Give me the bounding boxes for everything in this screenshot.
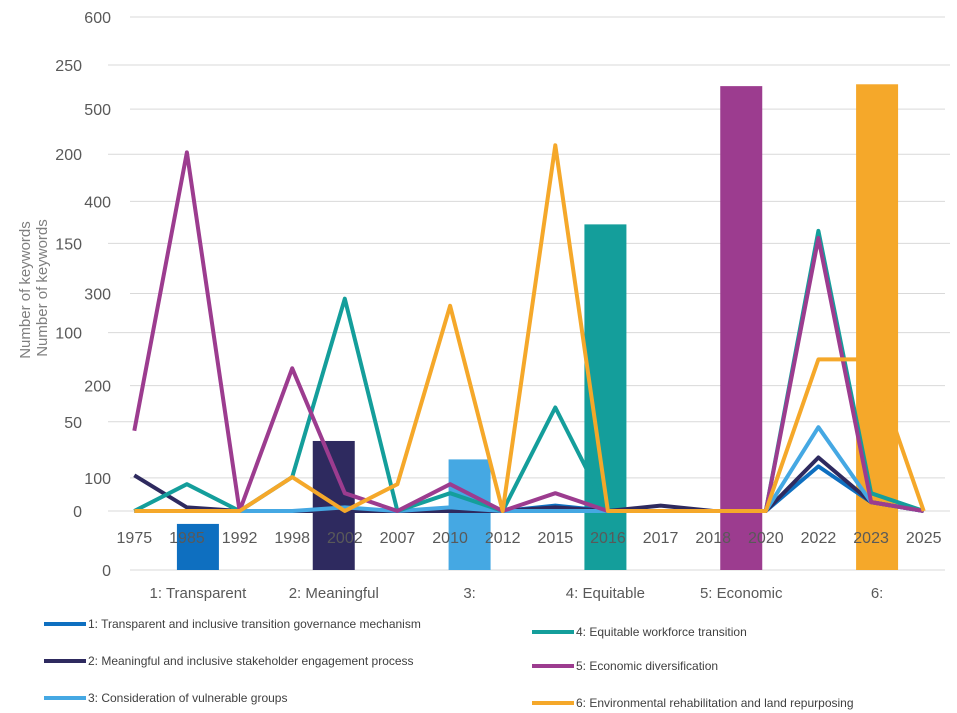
line-y-tick-label: 250 <box>55 58 82 75</box>
bar-5 <box>720 86 763 570</box>
bar-y-tick-label: 500 <box>84 102 111 119</box>
bar-3 <box>448 459 491 570</box>
legend-label-4: 4: Equitable workforce transition <box>576 625 747 639</box>
bar-y-tick-label: 200 <box>84 379 111 396</box>
legend-box <box>32 604 956 712</box>
x-tick-label: 2015 <box>538 530 574 547</box>
legend-label-3: 3: Consideration of vulnerable groups <box>88 691 287 705</box>
line-chart-y-ticks: 0 50 100 150 200 250 <box>55 58 82 521</box>
x-tick-label: 1992 <box>222 530 258 547</box>
line-y-axis-title: Number of keywords <box>34 219 51 357</box>
legend-label-6: 6: Environmental rehabilitation and land… <box>576 696 854 710</box>
bar-y-axis-title: Number of keywords <box>17 221 34 359</box>
line-y-tick-label: 0 <box>73 504 82 521</box>
bar-y-tick-label: 600 <box>84 10 111 27</box>
legend-label-2: 2: Meaningful and inclusive stakeholder … <box>88 654 414 668</box>
bar-chart-y-ticks: 0 100 200 300 400 500 600 <box>84 10 111 580</box>
x-tick-label: 1998 <box>274 530 310 547</box>
bar-y-tick-label: 0 <box>102 563 111 580</box>
x-tick-label: 1985 <box>169 530 205 547</box>
line-chart-gridlines <box>108 64 950 512</box>
x-tick-label: 2007 <box>380 530 416 547</box>
x-tick-label: 2010 <box>432 530 468 547</box>
bar-y-tick-label: 300 <box>84 287 111 304</box>
x-tick-label: 2022 <box>801 530 837 547</box>
line-y-tick-label: 150 <box>55 236 82 253</box>
line-y-tick-label: 100 <box>55 326 82 343</box>
series-line-5 <box>132 150 925 513</box>
bar-y-tick-label: 100 <box>84 471 111 488</box>
bar-y-tick-label: 400 <box>84 194 111 211</box>
line-chart-x-ticks: 1975 1985 1992 1998 2002 2007 2010 2012 2015 2016… <box>117 530 942 547</box>
x-tick-label: 2018 <box>695 530 731 547</box>
x-tick-label: 2023 <box>853 530 889 547</box>
x-tick-label: 2025 <box>906 530 942 547</box>
line-y-tick-label: 200 <box>55 147 82 164</box>
x-tick-label: 2017 <box>643 530 679 547</box>
x-tick-label: 1975 <box>117 530 153 547</box>
x-tick-label: 2016 <box>590 530 626 547</box>
line-chart-series <box>132 143 926 513</box>
chart-legend: 1: Transparent and inclusive transition … <box>44 617 854 710</box>
bar-1 <box>176 523 219 570</box>
line-y-tick-label: 50 <box>64 415 82 432</box>
y-axis-labels: Number of keywords Number of keywords <box>17 219 51 359</box>
x-tick-label: 2002 <box>327 530 363 547</box>
series-line-3 <box>134 425 925 513</box>
series-line-6 <box>134 143 926 513</box>
legend-label-1: 1: Transparent and inclusive transition … <box>88 617 421 631</box>
x-tick-label: 2020 <box>748 530 784 547</box>
legend-label-5: 5: Economic diversification <box>576 659 718 673</box>
x-tick-label: 2012 <box>485 530 521 547</box>
bar-chart-gridlines <box>130 16 945 571</box>
